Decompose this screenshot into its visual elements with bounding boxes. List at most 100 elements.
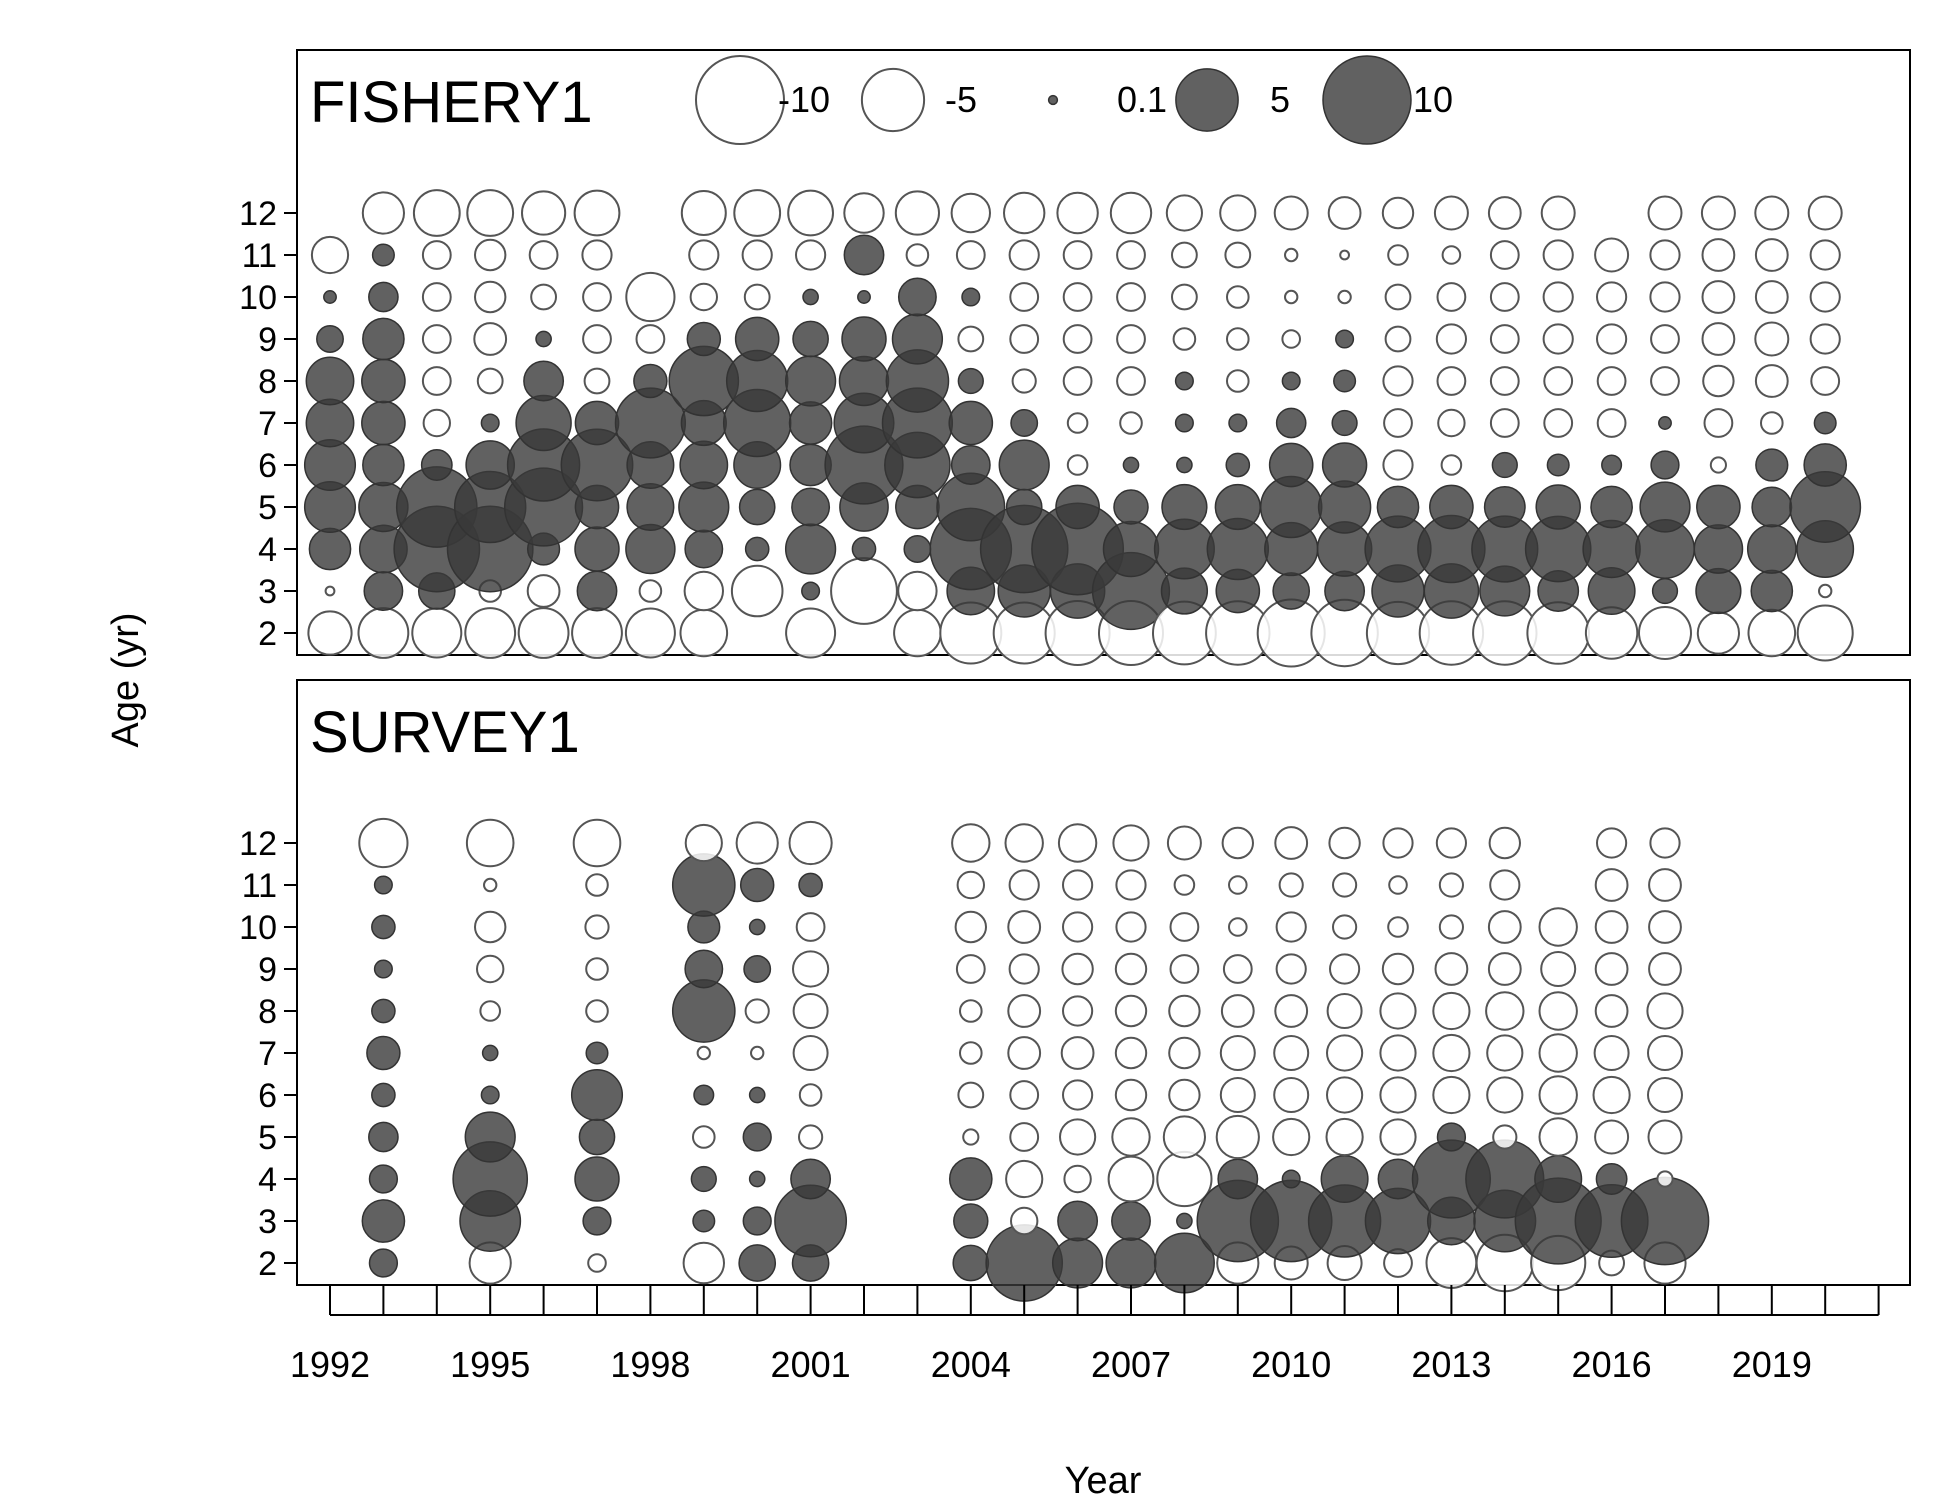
bubble xyxy=(1594,910,1629,944)
bubble xyxy=(1172,327,1197,351)
bubble xyxy=(585,1041,609,1065)
x-tick-label: 1995 xyxy=(450,1344,530,1385)
bubble xyxy=(1274,826,1309,860)
bubble xyxy=(1754,238,1789,272)
bubble xyxy=(1596,281,1628,313)
bubble xyxy=(1171,283,1198,311)
bubble xyxy=(1324,570,1366,612)
bubble xyxy=(1489,240,1520,270)
bubble xyxy=(307,610,353,656)
bubble xyxy=(1693,524,1744,574)
bubble xyxy=(476,367,504,395)
bubble xyxy=(526,574,561,608)
bubble xyxy=(1435,827,1468,859)
bubble xyxy=(955,240,986,270)
bubble xyxy=(626,482,675,532)
bubble xyxy=(1639,481,1691,533)
bubble xyxy=(1538,1117,1578,1157)
bubble xyxy=(1379,992,1417,1030)
bubble xyxy=(1008,953,1040,985)
bubble xyxy=(738,1244,777,1282)
y-tick-label: 12 xyxy=(239,825,277,863)
bubble xyxy=(1174,413,1194,433)
bubble xyxy=(1649,827,1681,859)
bubble xyxy=(1425,1237,1478,1289)
bubble xyxy=(1747,608,1797,658)
bubble xyxy=(1220,994,1255,1028)
y-tick-label: 2 xyxy=(258,615,277,653)
y-axis-title: Age (yr) xyxy=(105,612,147,747)
bubble xyxy=(742,1122,772,1152)
bubble xyxy=(1326,993,1363,1029)
bubble xyxy=(1214,483,1261,531)
bubble xyxy=(1169,912,1200,942)
bubble xyxy=(1750,569,1794,613)
bubble xyxy=(305,356,355,406)
bubble xyxy=(1317,480,1372,534)
bubble xyxy=(576,570,618,612)
y-tick-label: 11 xyxy=(242,867,277,905)
legend-bubble xyxy=(1322,55,1412,145)
bubble xyxy=(1650,450,1680,480)
bubble xyxy=(671,853,736,917)
bubble xyxy=(1062,911,1094,943)
bubble xyxy=(956,870,985,900)
bubble xyxy=(1648,868,1682,902)
bubble xyxy=(1807,195,1843,231)
bubble xyxy=(625,523,676,575)
bubble xyxy=(1062,324,1093,354)
bubble xyxy=(959,999,983,1023)
bubble xyxy=(1009,1080,1040,1110)
bubble xyxy=(585,873,609,897)
bubble xyxy=(1647,1119,1683,1155)
y-tick-label: 2 xyxy=(258,1245,277,1283)
bubble xyxy=(1592,1075,1631,1115)
bubble xyxy=(1062,995,1094,1027)
x-tick-label: 2004 xyxy=(931,1344,1011,1385)
legend-label: 0.1 xyxy=(1117,79,1167,120)
y-tick-label: 9 xyxy=(258,321,277,359)
bubble xyxy=(735,821,779,865)
bubble xyxy=(784,355,837,407)
bubble xyxy=(1273,1077,1310,1113)
bubble xyxy=(1005,488,1043,526)
bubble xyxy=(750,1045,765,1061)
bubble xyxy=(324,585,336,597)
bubble xyxy=(1489,282,1520,312)
bubble xyxy=(1696,484,1741,530)
bubble xyxy=(1381,196,1415,230)
bubble xyxy=(1540,951,1577,987)
bubble xyxy=(1754,280,1789,314)
bubble xyxy=(1062,869,1094,901)
bubble xyxy=(1060,1036,1095,1070)
bubble xyxy=(1810,366,1841,396)
panel-title: FISHERY1 xyxy=(310,70,593,135)
bubble xyxy=(1535,484,1581,530)
bubble xyxy=(583,367,611,395)
bubble xyxy=(1594,952,1629,986)
bubble xyxy=(961,287,981,307)
bubble xyxy=(843,234,885,276)
bubble xyxy=(1284,247,1299,263)
bubble xyxy=(1165,194,1204,232)
bubble xyxy=(1441,245,1462,265)
bubble xyxy=(1171,241,1198,269)
bubble xyxy=(1649,281,1681,313)
bubble xyxy=(1226,369,1250,393)
bubble xyxy=(1818,583,1833,599)
bubble xyxy=(1329,953,1361,985)
bubble xyxy=(535,330,552,348)
bubble xyxy=(316,325,344,353)
bubble xyxy=(1384,283,1412,311)
bubble xyxy=(530,283,557,311)
x-axis-title: Year xyxy=(1065,1460,1142,1500)
x-tick-label: 2019 xyxy=(1732,1344,1812,1385)
bubble xyxy=(1435,323,1468,355)
bubble xyxy=(1008,869,1040,901)
bubble xyxy=(1102,520,1160,578)
bubble xyxy=(421,282,452,312)
bubble xyxy=(897,277,937,317)
y-tick-label: 10 xyxy=(239,279,277,317)
bubble xyxy=(1594,994,1629,1028)
bubble xyxy=(1438,872,1465,898)
